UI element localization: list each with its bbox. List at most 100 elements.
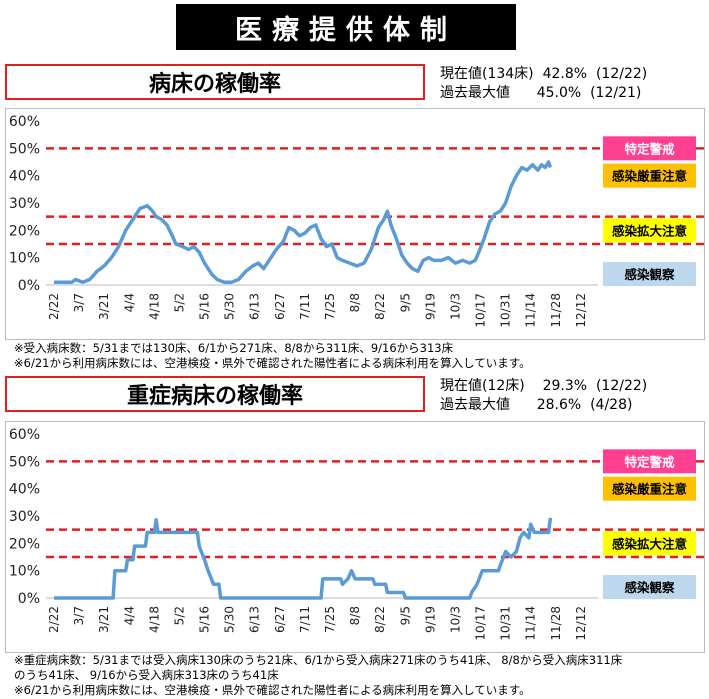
- level-badge-label: 感染厳重注意: [612, 169, 687, 184]
- level-badge-label: 感染観察: [624, 580, 675, 595]
- x-tick-label: 6/13: [248, 606, 262, 633]
- x-tick-label: 2/22: [47, 606, 61, 633]
- note-line: のうち41床、 9/16から受入病床313床のうち41床: [14, 668, 279, 682]
- severe-bed-occupancy-chart: 0% 10% 20% 30% 40% 50% 60% 2/22 3/7 3/21 4/4 4/18 5/…: [9, 427, 704, 641]
- stat-row-max: 過去最大値 45.0% (12/21): [440, 84, 647, 103]
- level-badge-bg: [603, 262, 696, 287]
- x-tick-label: 4/4: [122, 293, 136, 312]
- x-tick-label: 8/8: [348, 293, 362, 312]
- y-tick-label: 50%: [9, 141, 40, 157]
- level-badge-label: 感染拡大注意: [612, 536, 687, 551]
- x-tick-label: 10/3: [448, 606, 462, 633]
- level-badge-bg: [603, 136, 696, 161]
- stat-date: (12/22): [595, 378, 648, 394]
- y-tick-label: 60%: [9, 427, 40, 443]
- y-tick-label: 30%: [9, 196, 40, 212]
- note-line: ※6/21から利用病床数には、空港検疫・県外で確認された陽性者による病床利用を算…: [14, 356, 531, 370]
- x-tick-label: 3/7: [72, 293, 86, 312]
- x-tick-label: 10/3: [448, 293, 462, 320]
- level-badge: 感染観察: [603, 262, 696, 287]
- x-tick-label: 5/16: [198, 293, 212, 320]
- stat-value: 45.0%: [536, 85, 582, 101]
- stat-date: (12/22): [595, 66, 648, 82]
- x-tick-label: 11/28: [549, 606, 563, 641]
- stat-row-current: 現在値(12床) 29.3% (12/22): [440, 377, 647, 396]
- x-tick-label: 8/22: [373, 293, 387, 320]
- x-tick-label: 9/5: [398, 293, 412, 312]
- y-tick-label: 40%: [9, 482, 40, 498]
- level-badge-bg: [603, 476, 696, 501]
- x-tick-label: 3/21: [97, 606, 111, 633]
- notes-severe-bed-occupancy: ※重症病床数：5/31までは受入病床130床のうち21床、6/1から受入病床27…: [14, 653, 704, 698]
- y-tick-label: 50%: [9, 454, 40, 470]
- stat-row-max: 過去最大値 28.6% (4/28): [440, 396, 647, 415]
- x-tick-label: 7/11: [298, 293, 312, 320]
- note-line: ※受入病床数：5/31までは130床、6/1から271床、8/8から311床、9…: [14, 341, 454, 355]
- stat-date: (4/28): [590, 397, 633, 413]
- page-title: 医療提供体制: [176, 4, 516, 50]
- level-badge: 特定警戒: [603, 136, 696, 161]
- x-tick-label: 10/17: [474, 606, 488, 641]
- notes-bed-occupancy: ※受入病床数：5/31までは130床、6/1から271床、8/8から311床、9…: [14, 341, 704, 371]
- x-tick-label: 9/19: [423, 606, 437, 633]
- x-tick-label: 11/28: [549, 293, 563, 328]
- x-tick-label: 4/18: [147, 293, 161, 320]
- x-tick-label: 7/11: [298, 606, 312, 633]
- y-tick-label: 10%: [9, 564, 40, 580]
- x-tick-label: 4/18: [147, 606, 161, 633]
- x-tick-label: 5/2: [172, 606, 186, 625]
- note-line: ※重症病床数：5/31までは受入病床130床のうち21床、6/1から受入病床27…: [14, 653, 623, 667]
- section-title-severe-bed-occupancy: 重症病床の稼働率: [5, 376, 425, 412]
- y-tick-label: 10%: [9, 251, 40, 267]
- stat-value: 28.6%: [536, 397, 582, 413]
- series-line: [54, 517, 553, 600]
- level-badge: 特定警戒: [603, 449, 696, 474]
- stat-label: 過去最大値: [440, 397, 510, 413]
- x-tick-label: 2/22: [47, 293, 61, 320]
- x-tick-label: 11/14: [524, 293, 538, 328]
- x-tick-label: 7/25: [323, 293, 337, 320]
- x-tick-label: 11/14: [524, 606, 538, 641]
- x-tick-label: 3/7: [72, 606, 86, 625]
- stat-label: 現在値(134床): [440, 66, 534, 82]
- y-tick-label: 40%: [9, 169, 40, 185]
- stat-value: 29.3%: [542, 378, 588, 394]
- section-title-bed-occupancy: 病床の稼働率: [5, 64, 425, 100]
- note-line: ※6/21から利用病床数には、空港検疫・県外で確認された陽性者による病床利用を算…: [14, 683, 531, 697]
- stats-severe-bed-occupancy: 現在値(12床) 29.3% (12/22) 過去最大値 28.6% (4/28…: [440, 377, 647, 415]
- x-tick-label: 5/30: [223, 606, 237, 633]
- y-tick-label: 20%: [9, 536, 40, 552]
- level-badge: 感染拡大注意: [603, 531, 696, 556]
- x-tick-label: 10/17: [474, 293, 488, 328]
- x-tick-label: 10/31: [499, 293, 513, 328]
- x-tick-label: 5/30: [223, 293, 237, 320]
- y-tick-label: 60%: [9, 114, 40, 130]
- level-badge-bg: [603, 531, 696, 556]
- level-badge: 感染観察: [603, 575, 696, 600]
- level-badge-bg: [603, 575, 696, 600]
- chart-frame-bed-occupancy: 0% 10% 20% 30% 40% 50% 60% 2/22 3/7 3/21 4/4 4/18 5/…: [5, 108, 705, 340]
- x-tick-label: 9/19: [423, 293, 437, 320]
- x-tick-label: 6/27: [273, 606, 287, 633]
- x-tick-label: 3/21: [97, 293, 111, 320]
- x-tick-label: 6/27: [273, 293, 287, 320]
- series-line: [54, 160, 553, 285]
- stat-value: 42.8%: [542, 66, 588, 82]
- y-tick-label: 0%: [18, 591, 40, 607]
- y-tick-label: 20%: [9, 223, 40, 239]
- stats-bed-occupancy: 現在値(134床) 42.8% (12/22) 過去最大値 45.0% (12/…: [440, 65, 647, 103]
- bed-occupancy-chart: 0% 10% 20% 30% 40% 50% 60% 2/22 3/7 3/21 4/4 4/18 5/…: [9, 114, 704, 328]
- x-tick-label: 8/22: [373, 606, 387, 633]
- x-tick-label: 12/12: [574, 293, 588, 328]
- x-tick-label: 10/31: [499, 606, 513, 641]
- x-tick-label: 6/13: [248, 293, 262, 320]
- x-tick-label: 12/12: [574, 606, 588, 641]
- stat-label: 現在値(12床): [440, 378, 525, 394]
- level-badge: 感染拡大注意: [603, 218, 696, 243]
- level-badge-label: 感染厳重注意: [612, 482, 687, 497]
- stat-row-current: 現在値(134床) 42.8% (12/22): [440, 65, 647, 84]
- level-badge-label: 感染観察: [624, 267, 675, 282]
- y-tick-label: 30%: [9, 509, 40, 525]
- stat-label: 過去最大値: [440, 85, 510, 101]
- chart-frame-severe-bed-occupancy: 0% 10% 20% 30% 40% 50% 60% 2/22 3/7 3/21 4/4 4/18 5/…: [5, 421, 705, 653]
